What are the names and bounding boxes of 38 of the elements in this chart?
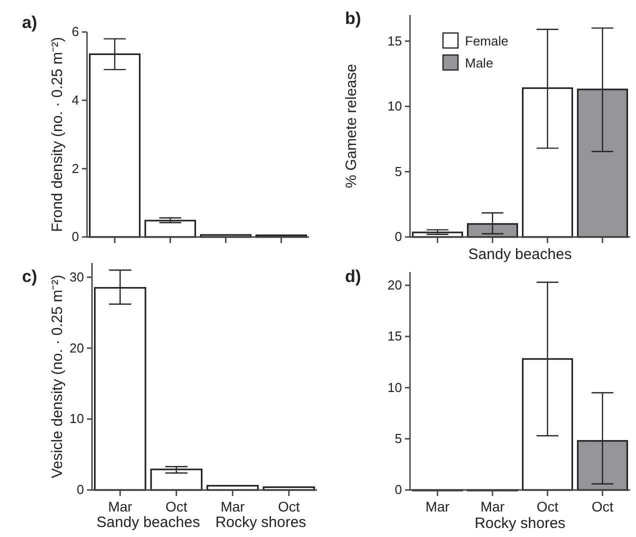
y-tick-label: 0 xyxy=(394,482,402,498)
chart-title: d) xyxy=(345,267,362,286)
y-tick-label: 10 xyxy=(388,380,402,395)
text: Rocky shores xyxy=(215,514,306,531)
legend-label: Male xyxy=(465,56,494,70)
x-tick-label: Oct xyxy=(278,498,300,515)
y-tick-label: 4 xyxy=(72,92,79,108)
legend-label: Female xyxy=(465,34,508,48)
y-tick-label: 30 xyxy=(70,269,84,284)
x-tick-label: Mar xyxy=(425,498,450,515)
y-tick-label: 0 xyxy=(394,229,402,244)
y-axis-title: % Gamete release xyxy=(343,64,360,188)
chart-title: a) xyxy=(22,13,38,32)
y-tick-label: 5 xyxy=(394,430,402,446)
text: Sandy beaches xyxy=(96,514,200,531)
x-tick-label: Mar xyxy=(108,498,133,515)
x-axis-title: Rocky shores xyxy=(474,515,566,532)
y-tick-label: 10 xyxy=(70,411,84,426)
y-tick-label: 0 xyxy=(72,229,79,244)
x-tick-label: Oct xyxy=(592,498,614,515)
x-axis-title: Sandy beaches xyxy=(468,246,572,263)
x-tick-label: Oct xyxy=(165,498,188,515)
y-tick-label: 0 xyxy=(76,482,84,498)
y-axis-title: Vesicle density (no. · 0.25 m⁻²) xyxy=(49,274,66,478)
y-tick-label: 20 xyxy=(70,340,84,356)
x-tick-label: Oct xyxy=(536,498,558,515)
chart-title: b) xyxy=(345,9,362,28)
x-tick-label: Mar xyxy=(480,498,505,515)
y-tick-label: 15 xyxy=(388,33,402,48)
y-tick-label: 5 xyxy=(394,164,402,179)
y-tick-label: 15 xyxy=(388,328,402,344)
chart-title: c) xyxy=(22,267,38,286)
y-axis-title: Frond density (no. · 0.25 m⁻²) xyxy=(49,36,66,232)
y-tick-label: 20 xyxy=(388,277,402,292)
x-tick-label: Mar xyxy=(220,498,246,515)
y-tick-label: 10 xyxy=(388,98,402,114)
y-tick-label: 2 xyxy=(72,160,79,176)
y-tick-label: 6 xyxy=(72,24,79,40)
